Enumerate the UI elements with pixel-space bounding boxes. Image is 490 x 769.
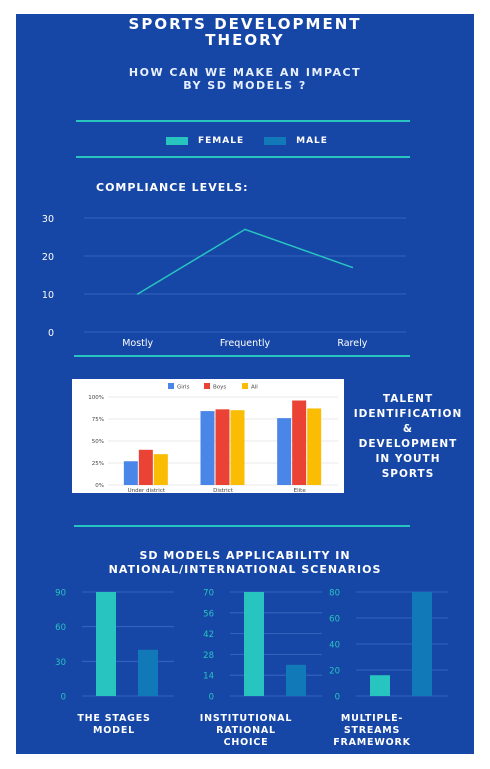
x-tick-label: Frequently <box>220 338 271 349</box>
bar <box>153 454 168 485</box>
y-tick-label: 14 <box>203 672 214 682</box>
gender-legend: FEMALE MALE <box>166 134 348 148</box>
y-tick-label: 40 <box>329 641 340 651</box>
x-tick-label: District <box>213 488 234 493</box>
bar-female <box>96 592 116 696</box>
y-tick-label: 25% <box>92 461 104 467</box>
y-tick-label: 0 <box>48 328 54 339</box>
compliance-title: COMPLIANCE LEVELS: <box>96 181 249 194</box>
bar <box>277 418 292 485</box>
legend-swatch <box>204 383 210 389</box>
y-tick-label: 60 <box>329 615 340 625</box>
bar <box>200 411 215 485</box>
x-tick-label: Under district <box>128 488 166 493</box>
talent-heading-line: & <box>402 423 414 435</box>
y-tick-label: 80 <box>329 589 340 599</box>
x-tick-label: Rarely <box>337 338 367 349</box>
legend-label-male: MALE <box>296 136 328 146</box>
caption-line: MODEL <box>93 725 135 736</box>
y-tick-label: 42 <box>203 630 214 640</box>
stages-model-chart: 0 30 60 90 <box>55 589 174 703</box>
y-tick-label: 56 <box>203 609 214 619</box>
caption-line: RATIONAL <box>216 725 276 736</box>
talent-heading: TALENT IDENTIFICATION & DEVELOPMENT IN Y… <box>352 392 464 482</box>
divider-mid <box>74 355 410 357</box>
x-tick-label: Mostly <box>122 338 153 349</box>
legend-label-female: FEMALE <box>198 136 245 146</box>
y-tick-label: 60 <box>55 623 66 633</box>
bar-female <box>370 675 390 696</box>
caption-rational-choice: INSTITUTIONAL RATIONAL CHOICE <box>186 713 306 749</box>
y-tick-label: 30 <box>42 214 54 225</box>
legend-swatch-female <box>166 137 188 145</box>
y-tick-label: 100% <box>88 395 104 401</box>
infographic-poster: SPORTS DEVELOPMENT THEORY HOW CAN WE MAK… <box>16 14 474 754</box>
caption-line: THE STAGES <box>77 713 151 724</box>
sd-models-title-line1: SD MODELS APPLICABILITY IN <box>139 549 351 562</box>
talent-heading-line: IDENTIFICATION <box>353 408 463 420</box>
data-point <box>244 228 246 231</box>
bar-male <box>412 592 432 696</box>
legend-item-female: FEMALE <box>166 136 244 146</box>
legend-item-male: MALE <box>264 136 328 146</box>
talent-bar-chart: 0% 25% 50% 75% 100% Girls Boys All Under distric… <box>88 383 338 494</box>
y-tick-label: 20 <box>329 667 340 677</box>
y-tick-label: 30 <box>55 658 66 668</box>
legend-label: All <box>251 385 258 391</box>
talent-heading-line: SPORTS <box>381 468 435 480</box>
divider-bottom <box>74 525 410 527</box>
legend-label: Boys <box>213 385 226 391</box>
compliance-line-chart: 0 10 20 30 Mostly Frequently Rarely <box>42 214 406 349</box>
y-tick-label: 0 <box>209 693 214 703</box>
poster-title-line2: THEORY <box>205 31 285 49</box>
y-tick-label: 10 <box>42 290 54 301</box>
bar <box>230 410 245 485</box>
data-point <box>351 266 354 269</box>
bar-male <box>138 649 158 696</box>
y-tick-label: 20 <box>42 252 54 263</box>
caption-line: MULTIPLE- <box>340 713 404 724</box>
y-tick-label: 90 <box>55 589 66 599</box>
y-tick-label: 70 <box>203 589 214 599</box>
caption-multiple-streams: MULTIPLE- STREAMS FRAMEWORK <box>312 713 432 749</box>
y-tick-label: 28 <box>203 651 214 661</box>
data-point <box>136 293 139 295</box>
legend-swatch-male <box>264 137 287 145</box>
rational-choice-chart: 0 14 28 42 56 70 <box>203 589 322 703</box>
talent-bar-chart-panel: 0% 25% 50% 75% 100% Girls Boys All Under distric… <box>72 379 344 494</box>
bar <box>292 400 307 485</box>
caption-line: FRAMEWORK <box>333 737 411 748</box>
bar <box>215 409 230 485</box>
legend-label: Girls <box>177 385 190 391</box>
bar <box>307 408 322 485</box>
talent-heading-line: DEVELOPMENT <box>358 438 458 450</box>
y-tick-label: 0 <box>335 693 340 703</box>
poster-title-line1: SPORTS DEVELOPMENT <box>128 15 362 33</box>
caption-stages-model: THE STAGES MODEL <box>54 713 174 737</box>
bar-female <box>244 592 264 696</box>
bar-male <box>286 664 306 696</box>
bar <box>123 461 138 485</box>
caption-line: CHOICE <box>223 737 269 748</box>
x-tick-label: Elite <box>294 488 307 493</box>
poster-subtitle-line2: BY SD MODELS ? <box>183 79 307 92</box>
poster-subtitle-line1: HOW CAN WE MAKE AN IMPACT <box>128 66 362 79</box>
talent-heading-line: TALENT <box>382 393 434 405</box>
legend-swatch <box>242 383 248 389</box>
bar <box>138 449 153 485</box>
y-tick-label: 75% <box>92 417 104 423</box>
caption-line: STREAMS <box>343 725 401 736</box>
y-tick-label: 50% <box>92 439 104 445</box>
y-tick-label: 0 <box>61 693 66 703</box>
y-tick-label: 0% <box>95 483 104 489</box>
multiple-streams-chart: 0 20 40 60 80 <box>329 589 448 703</box>
divider-legend <box>76 156 410 158</box>
sd-models-title-line2: NATIONAL/INTERNATIONAL SCENARIOS <box>108 563 382 576</box>
divider-top <box>76 120 410 122</box>
compliance-series-line <box>137 228 353 295</box>
legend-swatch <box>168 383 174 389</box>
talent-heading-line: IN YOUTH <box>375 453 441 465</box>
caption-line: INSTITUTIONAL <box>199 713 293 724</box>
